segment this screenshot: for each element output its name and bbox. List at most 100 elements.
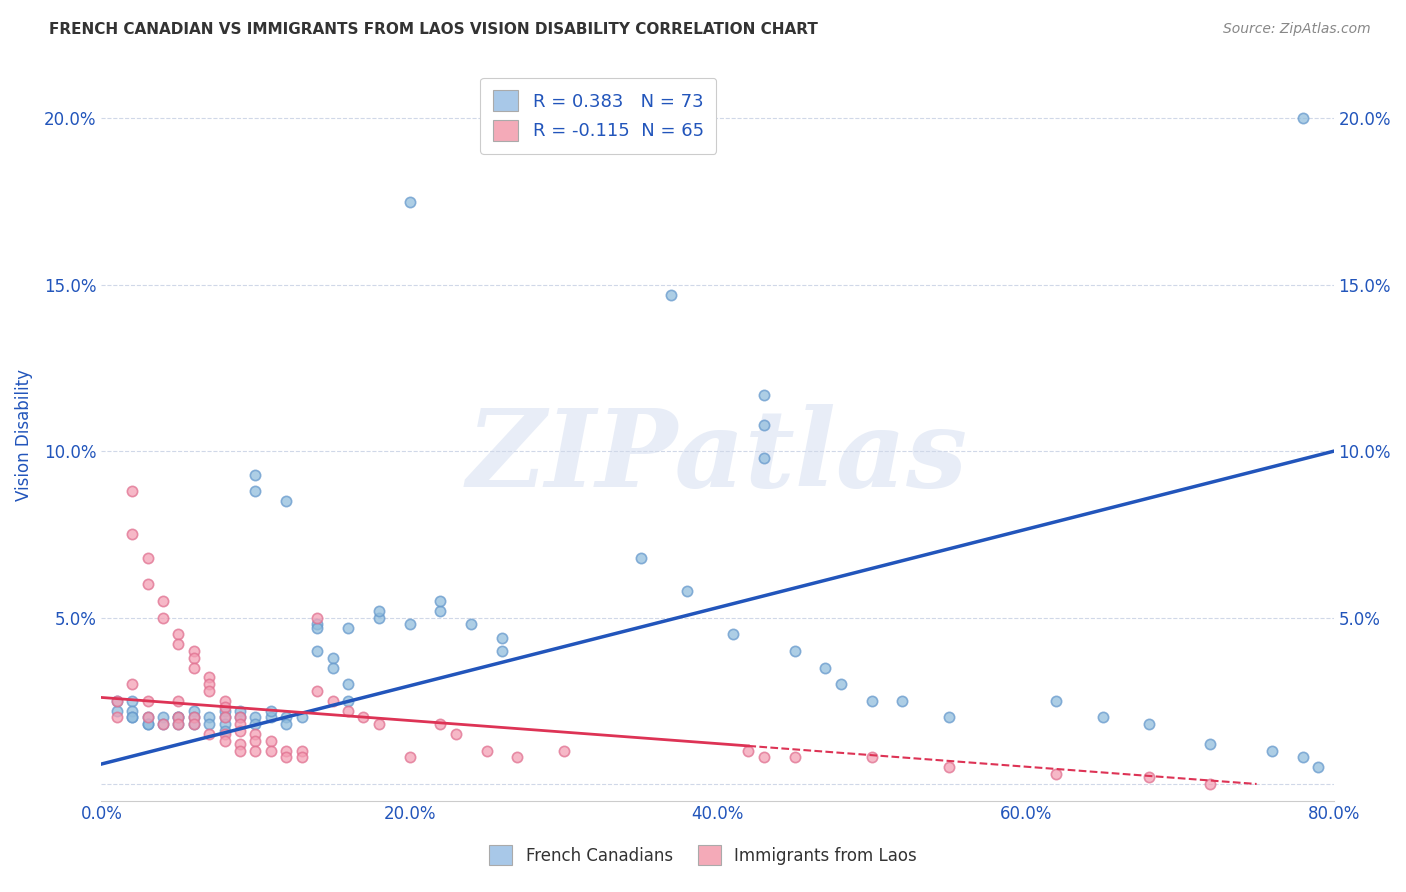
Point [214, 704, 236, 718]
Point [121, 527, 143, 541]
Point [506, 750, 529, 764]
Point [398, 194, 420, 209]
Point [245, 744, 267, 758]
Point [752, 387, 775, 401]
Legend: R = 0.383   N = 73, R = -0.115  N = 65: R = 0.383 N = 73, R = -0.115 N = 65 [481, 78, 716, 153]
Point [183, 704, 205, 718]
Point [245, 710, 267, 724]
Point [737, 744, 759, 758]
Point [198, 717, 221, 731]
Point [291, 744, 314, 758]
Point [229, 737, 252, 751]
Point [245, 717, 267, 731]
Point [1292, 750, 1315, 764]
Point [276, 717, 298, 731]
Point [659, 287, 682, 301]
Point [183, 660, 205, 674]
Point [1045, 694, 1067, 708]
Point [938, 710, 960, 724]
Point [307, 644, 329, 658]
Point [121, 694, 143, 708]
Point [276, 750, 298, 764]
Point [491, 644, 513, 658]
Y-axis label: Vision Disability: Vision Disability [15, 368, 32, 500]
Point [214, 717, 236, 731]
Point [321, 650, 343, 665]
Point [752, 450, 775, 465]
Point [167, 627, 190, 641]
Point [167, 637, 190, 651]
Point [198, 727, 221, 741]
Point [307, 617, 329, 632]
Point [429, 717, 451, 731]
Point [136, 577, 159, 591]
Point [783, 750, 806, 764]
Point [198, 671, 221, 685]
Text: ZIPatlas: ZIPatlas [467, 403, 969, 509]
Point [214, 710, 236, 724]
Point [229, 710, 252, 724]
Point [307, 621, 329, 635]
Point [152, 710, 174, 724]
Point [136, 717, 159, 731]
Point [336, 621, 359, 635]
Point [214, 723, 236, 738]
Point [136, 550, 159, 565]
Point [167, 717, 190, 731]
Point [1045, 767, 1067, 781]
Point [183, 650, 205, 665]
Point [167, 710, 190, 724]
Point [229, 710, 252, 724]
Point [429, 604, 451, 618]
Point [830, 677, 852, 691]
Point [183, 717, 205, 731]
Point [214, 710, 236, 724]
Point [721, 627, 744, 641]
Point [276, 494, 298, 508]
Point [1292, 112, 1315, 126]
Point [152, 717, 174, 731]
Point [1199, 777, 1222, 791]
Point [121, 704, 143, 718]
Point [814, 660, 837, 674]
Point [444, 727, 467, 741]
Point [152, 610, 174, 624]
Point [291, 710, 314, 724]
Point [1199, 737, 1222, 751]
Point [291, 750, 314, 764]
Point [136, 710, 159, 724]
Point [105, 704, 128, 718]
Point [136, 694, 159, 708]
Point [136, 710, 159, 724]
Point [121, 677, 143, 691]
Point [336, 694, 359, 708]
Point [307, 610, 329, 624]
Point [121, 710, 143, 724]
Point [429, 594, 451, 608]
Point [214, 727, 236, 741]
Point [245, 484, 267, 499]
Point [167, 710, 190, 724]
Point [183, 644, 205, 658]
Point [260, 710, 283, 724]
Point [460, 617, 482, 632]
Point [1137, 717, 1160, 731]
Point [783, 644, 806, 658]
Point [214, 700, 236, 714]
Point [1137, 770, 1160, 784]
Point [752, 417, 775, 432]
Point [553, 744, 575, 758]
Point [167, 717, 190, 731]
Point [260, 704, 283, 718]
Point [214, 694, 236, 708]
Legend: French Canadians, Immigrants from Laos: French Canadians, Immigrants from Laos [479, 836, 927, 875]
Point [1261, 744, 1284, 758]
Point [475, 744, 498, 758]
Point [121, 484, 143, 499]
Point [352, 710, 374, 724]
Point [229, 704, 252, 718]
Point [675, 584, 697, 599]
Point [183, 710, 205, 724]
Point [105, 694, 128, 708]
Point [183, 710, 205, 724]
